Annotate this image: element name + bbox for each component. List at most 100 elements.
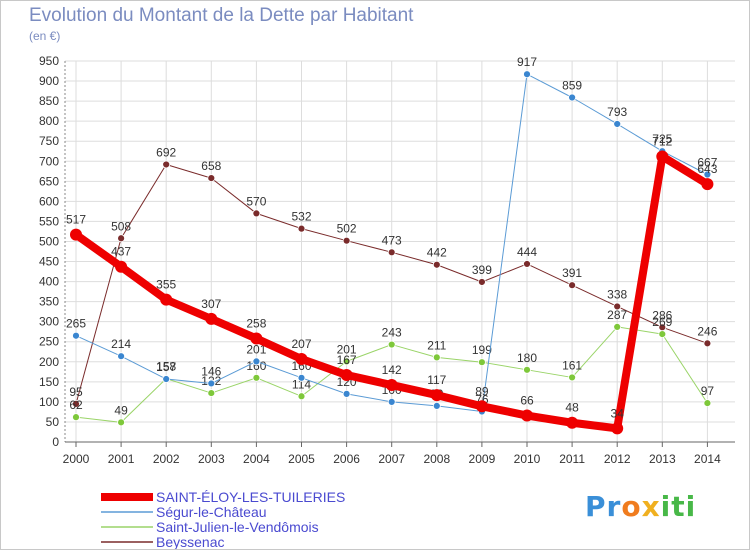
y-tick-label: 950 <box>39 54 59 68</box>
logo-letter: i <box>660 490 672 523</box>
y-tick-label: 150 <box>39 375 59 389</box>
data-point <box>72 413 80 422</box>
x-tick-label: 2008 <box>423 452 450 466</box>
data-point <box>207 379 216 388</box>
y-tick-label: 850 <box>39 94 59 108</box>
y-tick-label: 200 <box>39 355 59 369</box>
y-tick-label: 900 <box>39 74 59 88</box>
data-label: 793 <box>607 105 627 119</box>
data-label: 201 <box>246 342 266 356</box>
data-point <box>252 373 261 382</box>
y-tick-label: 100 <box>39 395 59 409</box>
y-tick-label: 350 <box>39 295 59 309</box>
data-point <box>523 70 531 79</box>
x-tick-label: 2006 <box>333 452 360 466</box>
data-label: 473 <box>382 233 402 247</box>
legend-label: Beyssenac <box>156 534 224 549</box>
data-point <box>117 234 125 243</box>
data-point <box>72 399 80 408</box>
y-tick-label: 250 <box>39 335 59 349</box>
data-point <box>387 248 396 257</box>
x-tick-label: 2000 <box>63 452 90 466</box>
data-label: 338 <box>607 287 627 301</box>
data-label: 286 <box>652 308 672 322</box>
data-point <box>566 416 579 429</box>
legend-label: Ségur-le-Château <box>156 504 267 520</box>
data-point <box>385 379 398 392</box>
data-label: 49 <box>114 403 128 417</box>
x-tick-label: 2007 <box>378 452 405 466</box>
data-label: 399 <box>472 263 492 277</box>
data-label: 725 <box>652 132 672 146</box>
data-point <box>701 178 714 191</box>
data-label: 643 <box>697 162 717 176</box>
data-point <box>340 369 353 382</box>
chart-unit: (en €) <box>29 29 61 43</box>
data-label: 502 <box>337 222 357 236</box>
data-label: 62 <box>69 398 83 412</box>
data-label: 712 <box>652 134 672 148</box>
data-label: 246 <box>697 324 717 338</box>
data-label: 201 <box>337 342 357 356</box>
data-point <box>387 340 396 349</box>
data-label: 307 <box>201 297 221 311</box>
data-point <box>297 224 306 233</box>
data-label: 570 <box>246 194 266 208</box>
data-point <box>70 228 82 241</box>
data-label: 89 <box>475 384 489 398</box>
y-tick-label: 800 <box>39 114 59 128</box>
logo-letter: o <box>621 490 642 523</box>
data-point <box>658 330 667 339</box>
data-point <box>703 339 712 348</box>
y-tick-label: 650 <box>39 174 59 188</box>
logo-letter: t <box>671 490 686 523</box>
data-point <box>568 373 576 382</box>
data-point <box>342 357 351 366</box>
data-label: 508 <box>111 219 131 233</box>
data-point <box>568 93 576 102</box>
logo-letter: r <box>606 490 622 523</box>
y-tick-label: 600 <box>39 194 59 208</box>
data-label: 146 <box>201 364 221 378</box>
data-label: 658 <box>201 159 221 173</box>
data-label: 517 <box>66 213 86 227</box>
data-point <box>295 352 308 365</box>
data-label: 180 <box>517 351 537 365</box>
logo-letter: x <box>641 490 661 523</box>
data-point <box>252 209 261 218</box>
x-tick-label: 2013 <box>649 452 676 466</box>
x-tick-label: 2002 <box>153 452 180 466</box>
data-point <box>162 160 171 169</box>
data-label: 355 <box>156 278 176 292</box>
data-point <box>252 357 261 366</box>
data-point <box>613 322 622 331</box>
data-label: 532 <box>291 210 311 224</box>
data-point <box>521 409 533 422</box>
x-tick-label: 2003 <box>198 452 225 466</box>
data-label: 211 <box>427 338 446 352</box>
proxiti-logo: Proxiti <box>585 490 696 523</box>
y-tick-label: 0 <box>52 435 59 449</box>
data-point <box>523 365 531 374</box>
data-point <box>387 397 396 406</box>
data-label: 34 <box>611 406 625 420</box>
y-tick-label: 700 <box>39 154 59 168</box>
data-point <box>342 236 351 245</box>
data-label: 167 <box>337 353 357 367</box>
x-tick-label: 2012 <box>604 452 631 466</box>
data-label: 142 <box>382 363 402 377</box>
data-label: 114 <box>292 377 311 391</box>
data-point <box>523 260 531 268</box>
y-tick-label: 50 <box>46 415 60 429</box>
data-label: 158 <box>156 360 176 374</box>
data-point <box>432 353 441 362</box>
data-point <box>656 150 669 163</box>
data-point <box>477 278 486 286</box>
data-label: 667 <box>697 155 717 169</box>
data-label: 161 <box>562 358 582 372</box>
data-point <box>207 174 216 183</box>
x-tick-label: 2014 <box>694 452 721 466</box>
data-point <box>430 389 443 402</box>
data-label: 97 <box>701 384 715 398</box>
data-label: 95 <box>69 385 83 399</box>
